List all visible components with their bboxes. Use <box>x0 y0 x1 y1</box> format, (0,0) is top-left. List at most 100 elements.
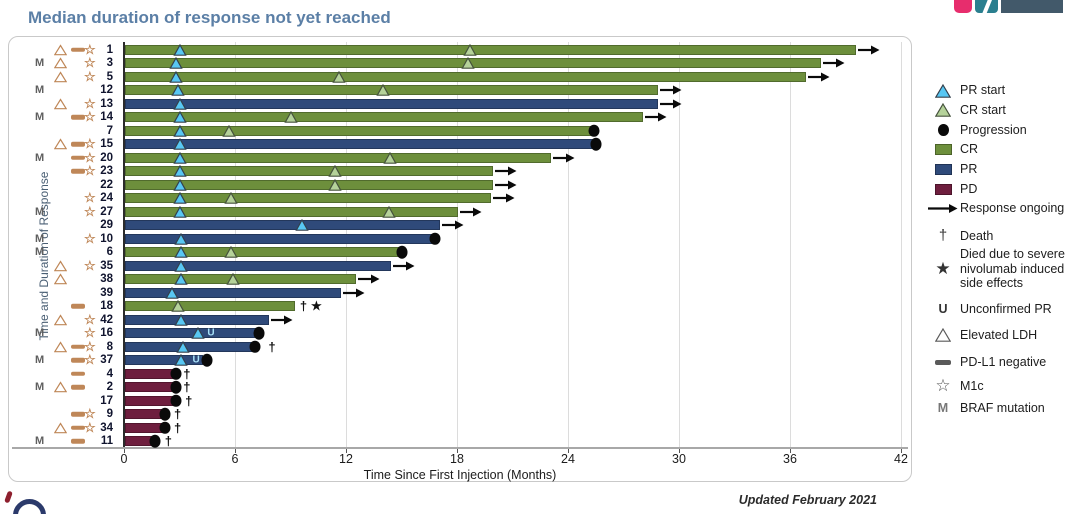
response-bar-pr <box>125 260 392 271</box>
patient-id: 11 <box>100 435 113 448</box>
legend-item: Response ongoing <box>926 199 1080 218</box>
response-bar-pr <box>125 233 433 244</box>
progression-dot <box>170 381 182 394</box>
patient-row: M 11 † <box>9 434 911 449</box>
patient-id: 10 <box>100 232 113 245</box>
x-axis-line <box>12 447 908 449</box>
axis-tick <box>235 449 236 453</box>
response-ongoing-arrow <box>659 85 682 96</box>
patient-row: M ☆ 37 U <box>9 352 911 367</box>
response-ongoing-arrow <box>822 58 845 69</box>
braf-mutation-flag: M <box>35 381 45 394</box>
legend-label: PD <box>960 181 978 196</box>
response-ongoing-arrow <box>343 287 365 298</box>
cr-start-icon <box>328 165 342 178</box>
legend-label: PD-L1 negative <box>960 354 1047 369</box>
braf-mutation-flag: M <box>35 111 45 124</box>
m1c-icon: ☆ <box>84 406 96 422</box>
page-title: Median duration of response not yet reac… <box>28 8 391 27</box>
response-bar-cr <box>125 247 399 258</box>
pdl1-negative-icon <box>71 47 85 52</box>
patient-id: 39 <box>100 286 113 299</box>
axis-tick <box>790 449 791 453</box>
progression-dot <box>149 435 161 448</box>
pr-start-icon <box>169 70 183 83</box>
response-bar-cr <box>125 152 551 163</box>
response-bar-cr <box>125 166 494 177</box>
patient-row: ☆ 1 <box>9 41 911 57</box>
patient-row: M ☆ 16 U <box>9 325 911 340</box>
legend-item: U Unconfirmed PR <box>926 297 1080 321</box>
m1c-icon: ☆ <box>84 55 96 71</box>
patient-id: 22 <box>100 178 113 191</box>
legend: PR start CR start Progression CR PR PD R… <box>926 0 1080 514</box>
patient-id: 2 <box>106 381 113 394</box>
progression-dot <box>159 408 171 421</box>
pdl1-negative-icon <box>71 425 85 430</box>
pdl1-negative-icon <box>71 304 85 309</box>
patient-row: M ☆ 3 <box>9 55 911 71</box>
legend-item: Progression <box>926 120 1080 139</box>
elevated-ldh-icon <box>53 260 68 272</box>
patient-row: ☆ 34 † <box>9 420 911 435</box>
m1c-icon: ☆ <box>84 230 96 246</box>
response-bar-pr <box>125 355 203 366</box>
elevated-ldh-icon <box>53 57 68 69</box>
gridline <box>568 42 569 448</box>
cr-start-icon <box>283 111 298 124</box>
response-ongoing-arrow <box>271 314 293 325</box>
pdl1-negative-icon <box>71 169 85 174</box>
patient-id: 35 <box>100 259 113 272</box>
letter-m-icon: M <box>937 401 949 415</box>
pdl1-negative-icon <box>71 385 85 390</box>
response-ongoing-arrow <box>495 166 517 177</box>
axis-tick <box>457 449 458 453</box>
legend-label: BRAF mutation <box>960 400 1045 415</box>
response-ongoing-arrow <box>393 260 415 271</box>
patient-id: 8 <box>106 340 113 353</box>
braf-mutation-flag: M <box>35 57 45 70</box>
m1c-icon: ☆ <box>84 41 96 57</box>
legend-label: CR <box>960 142 979 157</box>
patient-row: ☆ 15 <box>9 136 911 151</box>
response-bar-pr <box>125 139 597 150</box>
pr-start-icon <box>176 340 190 353</box>
response-bar-cr <box>125 125 595 136</box>
response-ongoing-arrow <box>495 179 517 190</box>
patient-id: 16 <box>100 327 113 340</box>
legend-label: PR <box>960 162 978 177</box>
patient-row: M ☆ 27 <box>9 203 911 219</box>
x-tick-label: 30 <box>672 452 686 466</box>
cr-start-icon <box>463 43 477 56</box>
response-ongoing-arrow <box>493 193 515 204</box>
patient-id: 42 <box>100 313 113 326</box>
m1c-icon: ☆ <box>84 68 96 84</box>
patient-id: 3 <box>106 57 113 70</box>
m1c-icon: ☆ <box>84 163 96 179</box>
black-star-icon: ★ <box>935 259 951 278</box>
patient-id: 15 <box>100 138 113 151</box>
patient-row: ☆ 5 <box>9 68 911 84</box>
response-bar-cr <box>125 193 492 204</box>
progression-dot <box>588 124 600 137</box>
axis-tick <box>901 449 902 453</box>
pdl1-negative-icon <box>71 344 85 349</box>
legend-item: PR start <box>926 81 1080 100</box>
m1c-icon: ☆ <box>84 203 96 219</box>
x-tick-label: 12 <box>339 452 353 466</box>
progression-dot <box>249 340 261 353</box>
patient-row: 38 <box>9 273 911 287</box>
letter-u-icon: U <box>938 302 948 316</box>
progression-dot <box>201 354 213 367</box>
response-ongoing-arrow <box>460 206 482 217</box>
pr-start-icon <box>174 273 189 286</box>
braf-mutation-flag: M <box>35 246 45 259</box>
cr-start-icon <box>383 151 398 164</box>
death-dagger: † <box>268 339 276 355</box>
patient-id: 27 <box>100 205 113 218</box>
patient-row: ☆ 9 † <box>9 406 911 422</box>
patient-id: 23 <box>100 165 113 178</box>
cr-start-icon <box>224 246 239 259</box>
death-dagger: † <box>174 406 182 422</box>
patient-id: 13 <box>100 97 113 110</box>
